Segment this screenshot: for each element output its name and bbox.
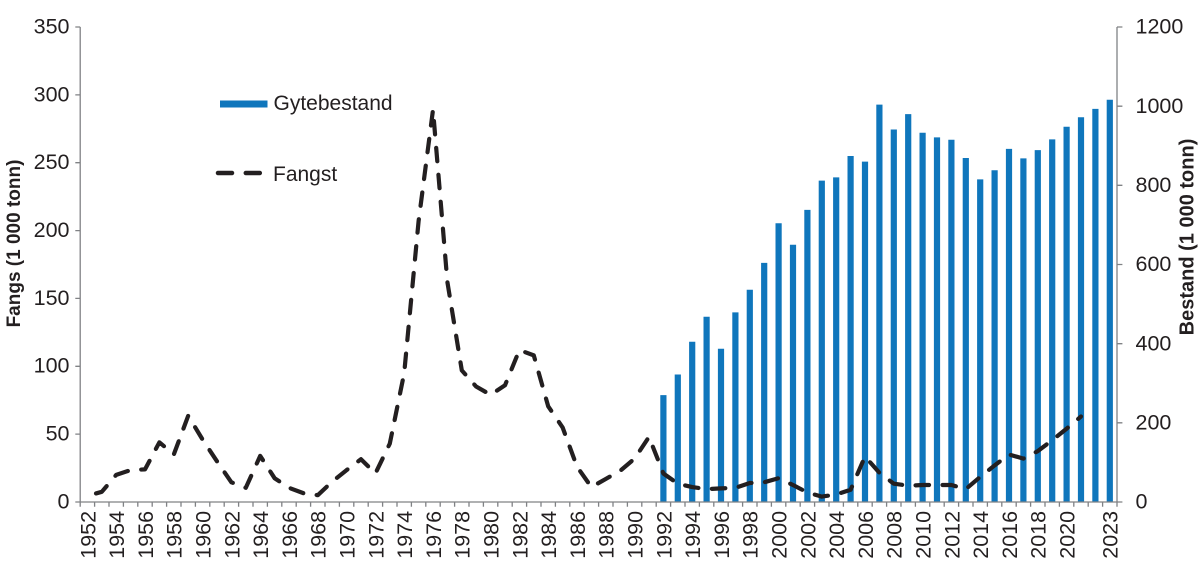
svg-text:1958: 1958 [163, 511, 187, 559]
svg-text:1990: 1990 [624, 511, 648, 559]
svg-text:350: 350 [34, 14, 70, 38]
svg-text:1956: 1956 [134, 511, 158, 559]
svg-text:1954: 1954 [105, 511, 129, 559]
svg-text:1974: 1974 [393, 511, 417, 559]
svg-text:Fangs (1 000 tonn): Fangs (1 000 tonn) [4, 160, 25, 328]
svg-text:1966: 1966 [278, 511, 302, 559]
svg-text:2002: 2002 [796, 511, 820, 559]
svg-text:100: 100 [34, 354, 70, 378]
svg-text:1998: 1998 [739, 511, 763, 559]
svg-text:2012: 2012 [940, 511, 964, 559]
svg-text:1970: 1970 [336, 511, 360, 559]
svg-text:2023: 2023 [1099, 511, 1123, 559]
svg-text:2004: 2004 [825, 511, 849, 559]
svg-text:1980: 1980 [480, 511, 504, 559]
svg-text:1996: 1996 [710, 511, 734, 559]
svg-text:Bestand (1 000 tonn): Bestand (1 000 tonn) [1177, 139, 1199, 336]
svg-text:1952: 1952 [76, 511, 100, 559]
svg-text:Fangst: Fangst [273, 163, 337, 186]
svg-text:400: 400 [1136, 331, 1172, 355]
svg-text:2016: 2016 [998, 511, 1022, 559]
svg-text:1968: 1968 [307, 511, 331, 559]
svg-text:2018: 2018 [1027, 511, 1051, 559]
svg-text:150: 150 [34, 286, 70, 310]
svg-text:1200: 1200 [1136, 15, 1184, 39]
svg-text:1986: 1986 [566, 511, 590, 559]
svg-text:1988: 1988 [595, 511, 619, 559]
svg-text:800: 800 [1136, 173, 1172, 197]
svg-text:250: 250 [34, 150, 70, 174]
svg-text:1984: 1984 [537, 511, 561, 559]
svg-text:50: 50 [46, 422, 70, 446]
svg-text:2006: 2006 [854, 511, 878, 559]
svg-text:2010: 2010 [912, 511, 936, 559]
svg-text:200: 200 [34, 218, 70, 242]
svg-text:1992: 1992 [652, 511, 676, 559]
svg-text:0: 0 [58, 489, 70, 513]
svg-text:300: 300 [34, 82, 70, 106]
svg-text:1000: 1000 [1136, 94, 1184, 118]
svg-text:2014: 2014 [969, 511, 993, 559]
svg-text:Gytebestand: Gytebestand [274, 92, 393, 115]
svg-text:2008: 2008 [883, 511, 907, 559]
svg-text:1982: 1982 [508, 511, 532, 559]
svg-text:0: 0 [1136, 490, 1148, 514]
svg-text:1964: 1964 [249, 511, 273, 559]
svg-text:1962: 1962 [220, 511, 244, 559]
svg-text:2000: 2000 [768, 511, 792, 559]
svg-text:600: 600 [1136, 252, 1172, 276]
svg-text:1994: 1994 [681, 511, 705, 559]
svg-text:1972: 1972 [364, 511, 388, 559]
svg-text:2020: 2020 [1056, 511, 1080, 559]
svg-text:1960: 1960 [192, 511, 216, 559]
svg-text:200: 200 [1136, 410, 1172, 434]
svg-text:1976: 1976 [422, 511, 446, 559]
svg-text:1978: 1978 [451, 511, 475, 559]
